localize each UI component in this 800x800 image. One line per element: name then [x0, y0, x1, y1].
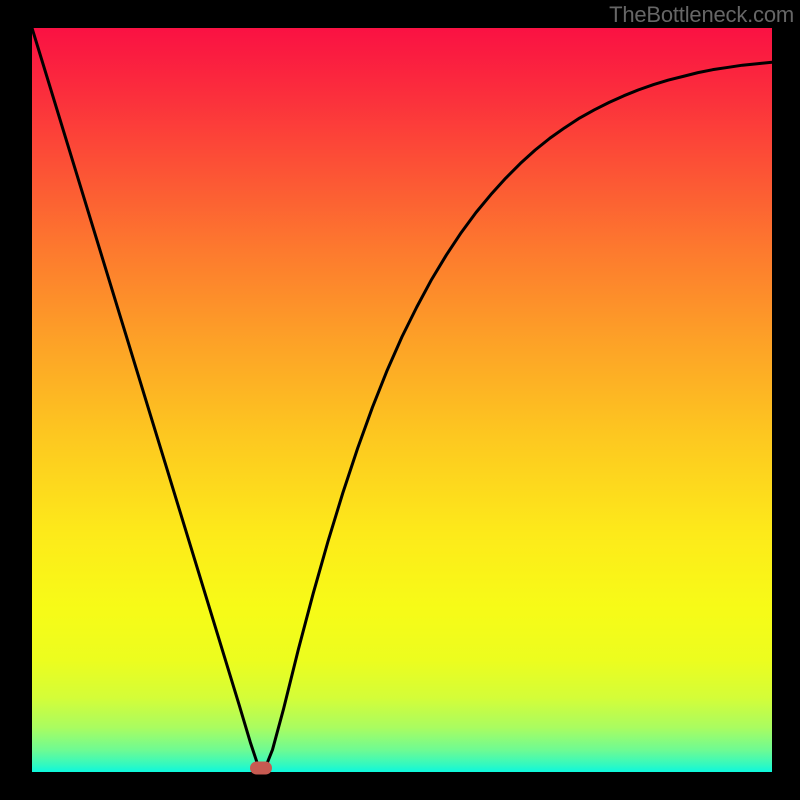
bottleneck-curve — [32, 28, 772, 771]
minimum-marker — [250, 761, 272, 774]
chart-container: TheBottleneck.com — [0, 0, 800, 800]
curve-svg — [32, 28, 772, 772]
watermark-text: TheBottleneck.com — [609, 2, 794, 28]
plot-area — [32, 28, 772, 772]
